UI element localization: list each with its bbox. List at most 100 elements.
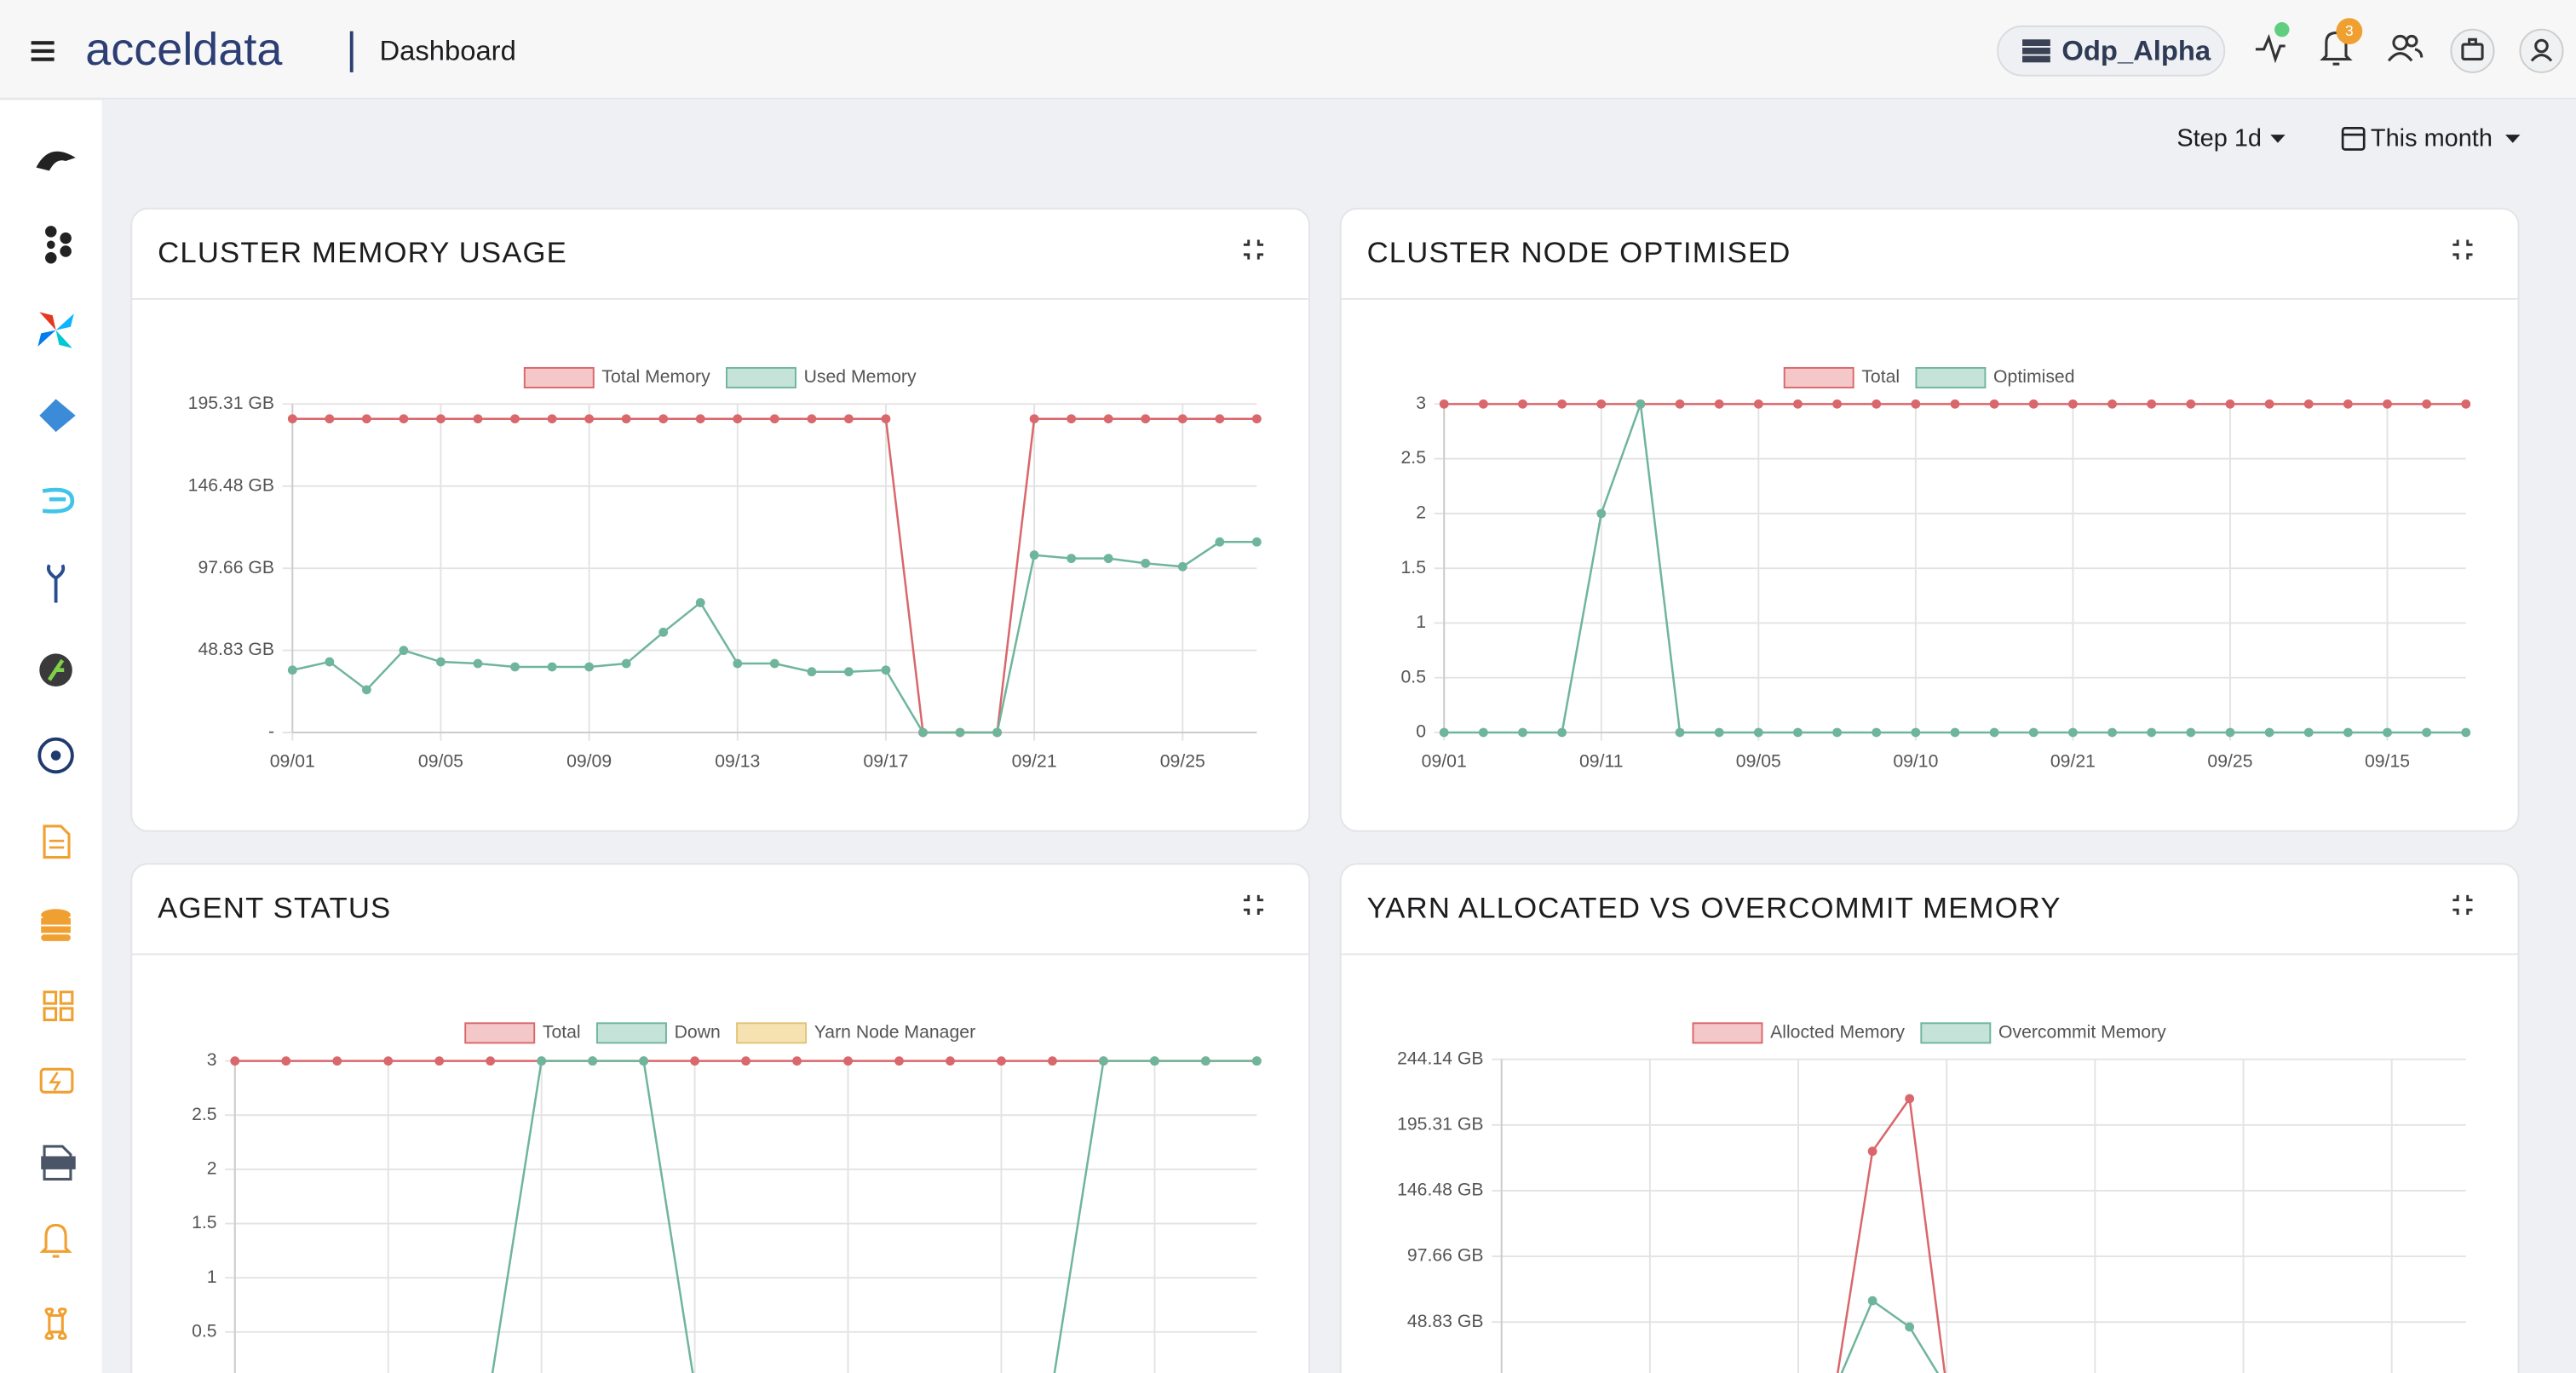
menu-button[interactable] (31, 41, 55, 61)
x-tick-label: 09/11 (1579, 751, 1624, 771)
x-tick-label: 09/17 (863, 751, 908, 771)
data-point (510, 414, 520, 424)
legend-item: Overcommit Memory (1920, 1022, 2166, 1044)
y-tick-label: 1 (207, 1267, 217, 1287)
data-point (325, 657, 335, 667)
data-point (2147, 399, 2157, 409)
data-point (894, 1056, 904, 1066)
y-tick-label: 1.5 (192, 1213, 216, 1232)
range-label: This month (2371, 125, 2493, 152)
data-point (1478, 727, 1488, 738)
data-point (2303, 399, 2314, 409)
brand-logo[interactable]: acceldata (85, 24, 283, 75)
reports-icon[interactable] (43, 824, 71, 859)
data-point (1753, 399, 1763, 409)
panel-title: CLUSTER NODE OPTIMISED (1367, 237, 1791, 269)
power-icon[interactable] (39, 1067, 74, 1094)
data-point (537, 1056, 547, 1066)
legend-label: Down (675, 1022, 721, 1042)
y-tick-label: 97.66 GB (1407, 1246, 1484, 1266)
logs-icon[interactable] (41, 1145, 76, 1181)
collapse-button[interactable] (2452, 239, 2473, 260)
data-point (1911, 399, 1921, 409)
panel (130, 207, 1311, 832)
x-tick-label: 09/25 (2207, 751, 2252, 771)
data-point (332, 1056, 342, 1066)
collapse-button[interactable] (1243, 894, 1264, 916)
legend-item: Used Memory (725, 366, 917, 389)
data-point (287, 414, 297, 424)
data-point (1867, 1146, 1877, 1157)
data-point (1872, 727, 1882, 738)
kafka-icon[interactable] (45, 226, 72, 264)
data-point (281, 1056, 291, 1066)
database-icon[interactable] (41, 909, 71, 941)
zookeeper-icon[interactable] (39, 399, 76, 433)
data-point (1251, 1056, 1262, 1066)
data-point (2147, 727, 2157, 738)
y-tick-label: 48.83 GB (198, 640, 274, 659)
data-point (361, 685, 371, 695)
data-point (1518, 727, 1527, 738)
data-point (658, 414, 669, 424)
legend-label: Overcommit Memory (1998, 1022, 2166, 1042)
impala-icon[interactable] (37, 737, 74, 774)
legend-swatch (1920, 1022, 1992, 1044)
data-point (1596, 508, 1607, 519)
y-tick-label: 2.5 (192, 1105, 216, 1124)
data-point (997, 1056, 1006, 1066)
y-tick-label: 1 (1416, 612, 1426, 632)
notification-icon[interactable]: 3 (2320, 18, 2363, 66)
hive-icon[interactable] (36, 151, 76, 171)
collapse-button[interactable] (1243, 239, 1264, 260)
legend-swatch (1692, 1022, 1763, 1044)
data-point (486, 1056, 496, 1066)
data-point (1557, 727, 1567, 738)
data-point (769, 414, 779, 424)
legend-item: Allocted Memory (1692, 1022, 1905, 1044)
collapse-button[interactable] (2452, 894, 2473, 916)
step-dropdown[interactable]: Step 1d (2176, 125, 2286, 152)
y-tick-label: 2 (1416, 503, 1426, 523)
data-point (807, 414, 817, 424)
cluster-selector[interactable]: Odp_Alpha (1997, 25, 2226, 77)
panel (130, 863, 1311, 1373)
data-point (1439, 399, 1449, 409)
panels: CLUSTER MEMORY USAGE - 48.83 GB 97.66 GB 146… (130, 207, 2520, 1373)
health-icon[interactable] (2255, 22, 2290, 64)
data-point (399, 646, 409, 656)
alerts-icon[interactable] (39, 1223, 72, 1258)
data-point (1141, 414, 1151, 424)
data-point (383, 1056, 394, 1066)
data-point (918, 727, 928, 738)
range-dropdown[interactable]: This month (2341, 125, 2521, 152)
data-point (1048, 1056, 1057, 1066)
data-point (2068, 727, 2078, 738)
data-point (473, 414, 483, 424)
legend-label: Total Memory (601, 367, 710, 387)
spark-icon[interactable] (39, 653, 72, 686)
y-tick-label: 97.66 GB (198, 558, 274, 577)
x-tick-label: 09/01 (270, 751, 315, 771)
data-point (621, 414, 631, 424)
druid-icon[interactable] (42, 487, 75, 514)
data-point (1793, 399, 1803, 409)
data-point (1714, 399, 1724, 409)
ranger-icon[interactable] (46, 564, 66, 603)
series-line (491, 1060, 1257, 1373)
data-point (1251, 414, 1262, 424)
legend-label: Used Memory (804, 367, 917, 387)
briefcase-icon[interactable] (2450, 28, 2495, 73)
data-point (1793, 727, 1803, 738)
collapse-icon (1243, 239, 1264, 260)
users-icon[interactable] (2387, 34, 2424, 62)
profile-icon[interactable] (2519, 28, 2564, 73)
data-point (1200, 1056, 1210, 1066)
data-point (621, 658, 631, 669)
y-tick-label: 48.83 GB (1407, 1312, 1484, 1331)
sidebar-icons (36, 151, 76, 1341)
data-point (1215, 414, 1225, 424)
apps-icon[interactable] (43, 991, 74, 1021)
command-icon[interactable] (44, 1307, 67, 1341)
